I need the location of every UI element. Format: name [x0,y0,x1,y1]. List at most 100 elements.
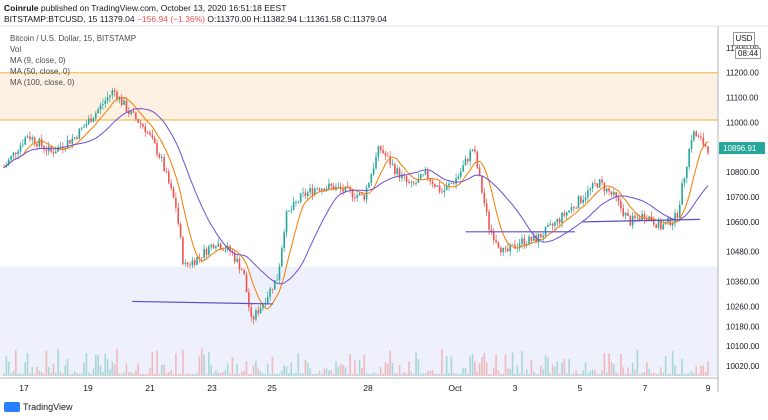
candle-body [481,175,483,193]
candle-body [64,147,67,149]
candle-body [398,168,401,179]
candle-body [617,197,620,202]
volume-bar [681,358,683,376]
candle-body [191,260,194,266]
candle-body [382,149,384,154]
candle-body [356,195,358,198]
volume-bar [193,374,196,376]
volume-bar [226,363,229,376]
candle-body [434,184,436,187]
candle-body [43,146,45,150]
rounded-bottom-curve [582,218,701,223]
candle-body [448,183,450,186]
volume-bar [163,364,165,376]
volume-bar [165,373,168,376]
candle-body [462,165,464,172]
volume-bar [657,373,660,376]
volume-bar [572,373,575,376]
volume-bar [132,373,135,376]
time-tick-label: 23 [207,383,217,393]
currency-button[interactable]: USD [733,32,755,46]
volume-bar [443,373,446,376]
volume-bar [650,373,653,376]
candle-body [29,136,31,140]
volume-bar [43,373,45,376]
volume-bar [662,372,665,376]
candle-body [99,105,102,110]
candle-body [281,248,283,267]
candle-body [521,238,523,244]
candle-body [328,183,330,189]
candle-body [24,137,26,145]
candle-body [163,157,165,172]
candle-body [137,119,140,123]
candle-body [372,168,375,175]
volume-bar [678,373,681,376]
price-tick-label: 10020.00 [726,362,760,371]
volume-bar [135,370,137,376]
volume-bar [403,372,406,376]
candle-body [299,193,302,202]
candle-body [10,155,12,160]
volume-bar [7,361,10,376]
candle-body [551,223,554,226]
volume-bar [474,361,476,376]
candle-body [33,137,36,144]
volume-bar [535,373,537,376]
volume-bar [636,349,639,376]
candle-body [224,250,227,251]
volume-bar [149,367,151,376]
candle-body [627,212,629,217]
candle-body [7,159,10,165]
candle-body [384,153,387,156]
volume-bar [233,373,236,376]
volume-bar [95,354,97,376]
volume-bar [704,371,707,376]
volume-bar [382,373,384,376]
volume-bar [45,350,48,376]
volume-bar [363,354,366,376]
candle-body [168,171,170,184]
volume-bar [313,373,316,376]
tradingview-brand[interactable]: TradingView [4,402,73,412]
candle-body [69,140,71,144]
volume-bar [243,370,245,376]
volume-bar [356,373,358,376]
candle-body [146,132,149,133]
candle-body [556,219,559,223]
volume-bar [643,372,646,376]
volume-bar [111,361,114,376]
volume-bar [547,357,549,376]
volume-bar [5,356,8,376]
candle-body [102,104,104,106]
candle-body [396,168,399,175]
price-change: −156.94 (−1.36%) [136,14,205,24]
volume-bar [671,351,674,376]
candle-body [459,171,462,177]
volume-bar [375,373,377,376]
published-text: published on TradingView.com, October 13… [40,3,287,13]
volume-bar [568,359,570,376]
price-tick-label: 10100.00 [726,342,760,351]
candle-body [495,240,497,243]
candle-body [415,182,417,184]
last-price-box [719,142,765,155]
volume-bar [422,373,424,376]
volume-bar [518,373,521,376]
candle-body [537,234,540,243]
volume-bar [450,356,453,376]
candle-body [509,244,512,252]
volume-bar [532,371,535,376]
candle-body [424,170,427,175]
volume-bar [156,350,158,376]
volume-bar [130,372,132,376]
volume-bar [401,373,403,376]
candle-body [26,136,29,138]
candle-body [591,183,594,189]
volume-bar [361,367,363,376]
volume-bar [645,362,648,376]
volume-bar [259,371,262,376]
candle-body [257,310,260,314]
candle-body [288,210,290,212]
